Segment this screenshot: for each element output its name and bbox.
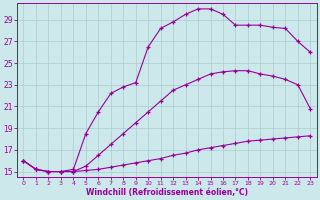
X-axis label: Windchill (Refroidissement éolien,°C): Windchill (Refroidissement éolien,°C) (86, 188, 248, 197)
